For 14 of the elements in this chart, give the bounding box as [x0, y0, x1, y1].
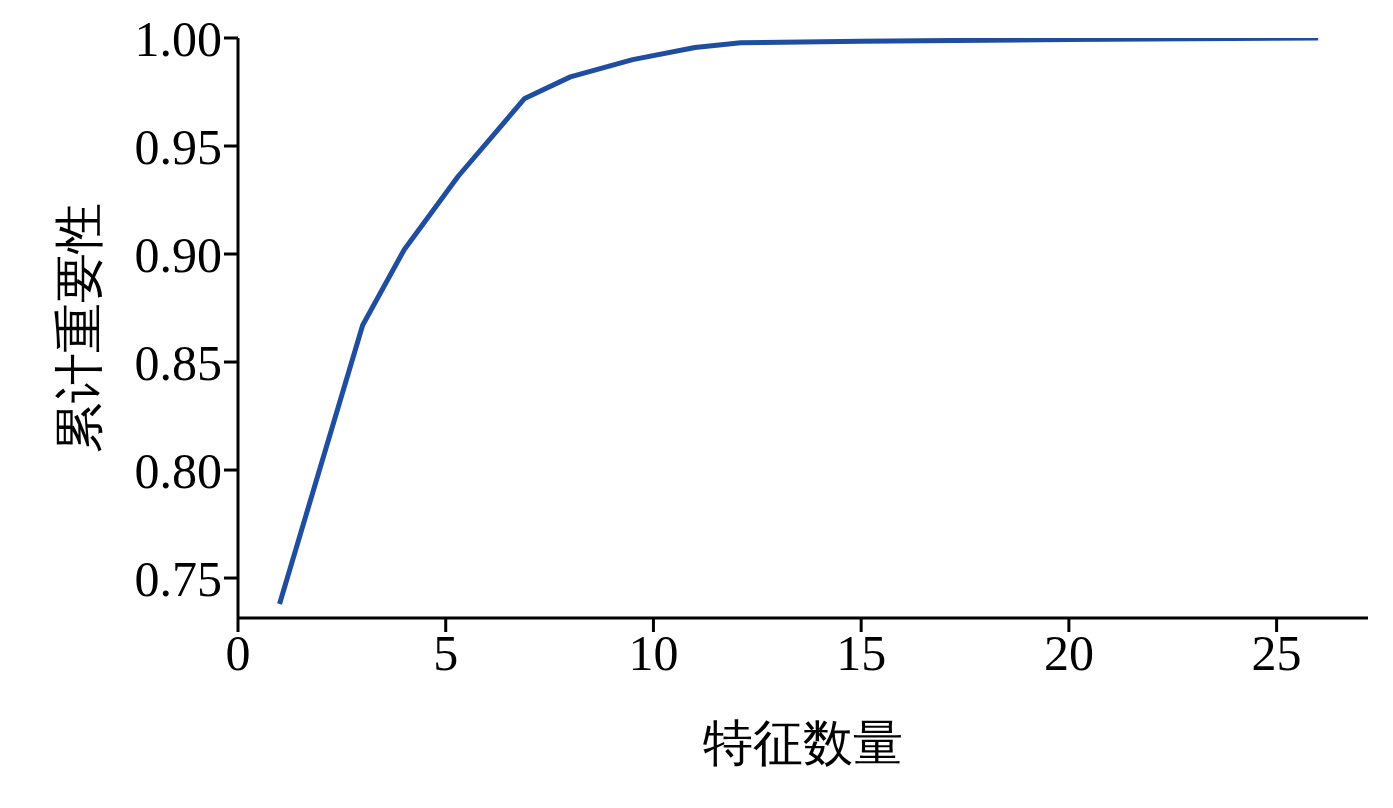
y-tick-label: 0.95 [134, 118, 222, 175]
x-tick-label: 5 [433, 624, 459, 681]
x-tick-label: 20 [1043, 624, 1094, 681]
y-tick-label: 1.00 [134, 10, 222, 67]
y-tick-label: 0.90 [134, 226, 222, 283]
y-tick-label: 0.85 [134, 334, 222, 391]
y-axis-title: 累计重要性 [50, 203, 107, 453]
x-tick-label: 25 [1251, 624, 1302, 681]
y-tick-label: 0.75 [134, 550, 222, 607]
y-tick-label: 0.80 [134, 442, 222, 499]
x-tick-label: 0 [225, 624, 251, 681]
x-tick-label: 15 [836, 624, 887, 681]
x-axis-title: 特征数量 [703, 715, 903, 771]
x-tick-label: 10 [628, 624, 679, 681]
